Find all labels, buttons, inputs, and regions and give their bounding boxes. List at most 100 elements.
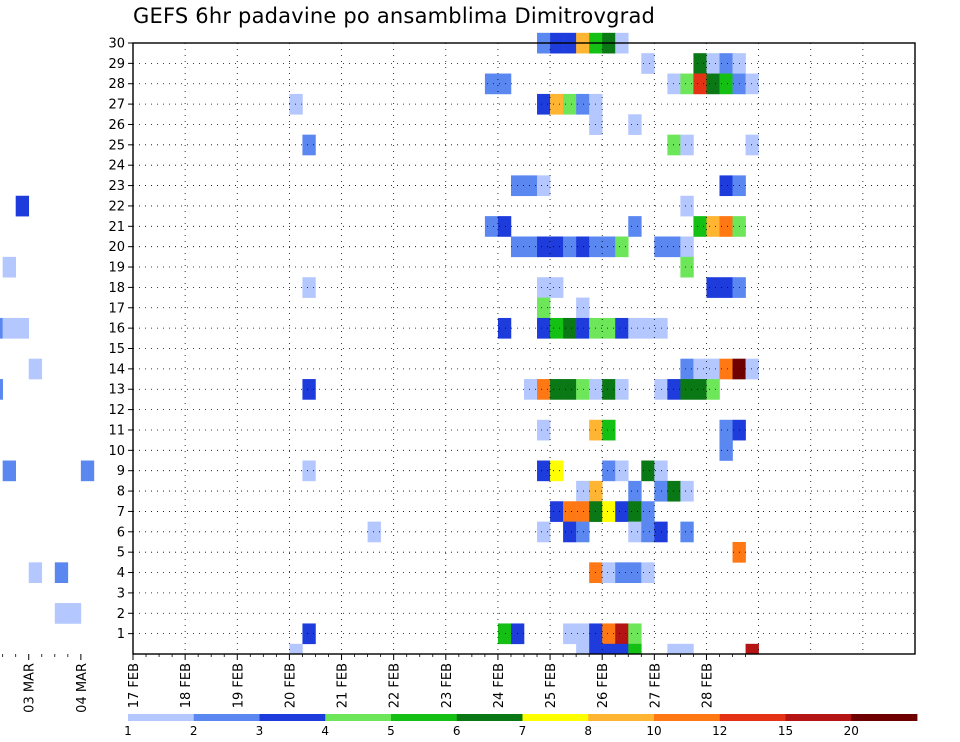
heatmap-cell bbox=[2, 317, 16, 339]
legend-swatch bbox=[654, 714, 721, 721]
y-tick-label: 10 bbox=[108, 444, 125, 459]
legend-layer: 1 2 3 4 5 6 7 8 10 12 15 20 bbox=[124, 714, 918, 738]
heatmap-cell bbox=[628, 623, 642, 645]
heatmap-cell bbox=[667, 643, 681, 655]
x-tick-label: 23 FEB bbox=[440, 663, 455, 708]
heatmap-cell bbox=[576, 93, 590, 115]
heatmap-cell bbox=[602, 643, 616, 655]
x-tick-label: 22 FEB bbox=[388, 663, 403, 708]
heatmap-cell bbox=[641, 460, 655, 482]
heatmap-cell bbox=[641, 501, 655, 522]
legend-swatch bbox=[522, 714, 589, 721]
heatmap-cell bbox=[641, 317, 655, 339]
y-tick-label: 22 bbox=[108, 199, 125, 214]
heatmap-cell bbox=[654, 460, 668, 482]
heatmap-cell bbox=[0, 379, 3, 400]
heatmap-cell bbox=[563, 379, 577, 400]
legend-swatch bbox=[259, 714, 326, 721]
legend-swatch bbox=[719, 714, 786, 721]
y-tick-label: 24 bbox=[108, 159, 125, 174]
heatmap-cell bbox=[524, 379, 538, 400]
heatmap-cell bbox=[615, 460, 629, 482]
heatmap-cell bbox=[576, 501, 590, 522]
legend-label: 15 bbox=[778, 724, 793, 738]
x-tick-label: 19 FEB bbox=[231, 663, 246, 708]
heatmap-cell bbox=[680, 480, 694, 502]
heatmap-cell bbox=[706, 53, 720, 74]
heatmap-cell bbox=[302, 134, 316, 156]
heatmap-cell bbox=[615, 379, 629, 400]
heatmap-cell bbox=[667, 134, 681, 156]
heatmap-cell bbox=[706, 73, 720, 95]
heatmap-cell bbox=[537, 236, 551, 258]
heatmap-cell bbox=[484, 73, 499, 95]
x-tick-label: 21 FEB bbox=[336, 663, 351, 708]
legend-swatch bbox=[785, 714, 852, 721]
heatmap-cell bbox=[745, 358, 759, 380]
heatmap-cell bbox=[537, 297, 551, 319]
y-tick-label: 7 bbox=[117, 505, 125, 520]
y-tick-label: 13 bbox=[108, 383, 125, 398]
y-tick-label: 6 bbox=[117, 525, 125, 540]
heatmap-cell bbox=[654, 317, 668, 339]
axes-layer: 1234567891011121314151617181920212223242… bbox=[2, 37, 916, 713]
heatmap-cell bbox=[550, 460, 564, 482]
heatmap-cell bbox=[602, 317, 616, 339]
heatmap-cell bbox=[302, 460, 316, 482]
legend-swatch bbox=[193, 714, 260, 721]
heatmap-cell bbox=[615, 317, 629, 339]
y-tick-label: 21 bbox=[108, 220, 125, 235]
heatmap-cell bbox=[537, 175, 551, 197]
heatmap-cell bbox=[537, 460, 551, 482]
heatmap-cell bbox=[628, 562, 642, 584]
y-tick-label: 9 bbox=[117, 464, 125, 479]
heatmap-cell bbox=[667, 236, 681, 258]
heatmap-cell bbox=[628, 216, 642, 237]
y-tick-label: 5 bbox=[117, 546, 125, 561]
x-tick-label: 03 MAR bbox=[23, 663, 38, 713]
heatmap-cell bbox=[537, 521, 551, 543]
heatmap-cell bbox=[654, 379, 668, 400]
heatmap-cell bbox=[602, 623, 616, 645]
heatmap-cell bbox=[680, 358, 694, 380]
heatmap-cell bbox=[680, 643, 694, 655]
heatmap-cell bbox=[641, 562, 655, 584]
heatmap-cell bbox=[576, 317, 590, 339]
heatmap-cell bbox=[550, 93, 564, 115]
heatmap-cell bbox=[576, 379, 590, 400]
heatmap-cell bbox=[563, 317, 577, 339]
heatmap-cell bbox=[602, 562, 616, 584]
heatmap-cell bbox=[602, 236, 616, 258]
x-tick-label: 04 MAR bbox=[75, 663, 90, 713]
heatmap-cell bbox=[576, 297, 590, 319]
heatmap-cell bbox=[302, 379, 316, 400]
x-tick-label: 28 FEB bbox=[700, 663, 715, 708]
y-tick-label: 17 bbox=[108, 301, 125, 316]
legend-label: 4 bbox=[321, 724, 329, 738]
legend-label: 20 bbox=[844, 724, 859, 738]
y-tick-label: 19 bbox=[108, 261, 125, 276]
chart-title: GEFS 6hr padavine po ansamblima Dimitrov… bbox=[133, 4, 656, 28]
heatmap-cell bbox=[602, 501, 616, 522]
heatmap-cell bbox=[302, 623, 316, 645]
heatmap-cell bbox=[54, 603, 69, 624]
y-tick-label: 23 bbox=[108, 179, 125, 194]
heatmap-cell bbox=[537, 93, 551, 115]
heatmap-cell bbox=[497, 216, 512, 237]
x-tick-label: 26 FEB bbox=[596, 663, 611, 708]
heatmap-cell bbox=[693, 53, 707, 74]
heatmap-cell bbox=[484, 216, 499, 237]
y-tick-label: 3 bbox=[117, 586, 125, 601]
heatmap-cell bbox=[615, 501, 629, 522]
legend-label: 6 bbox=[453, 724, 461, 738]
y-tick-label: 29 bbox=[108, 57, 125, 72]
heatmap-cell bbox=[641, 53, 655, 74]
heatmap-cell bbox=[654, 480, 668, 502]
y-tick-label: 20 bbox=[108, 240, 125, 255]
heatmap-cell bbox=[302, 277, 316, 298]
heatmap-cell bbox=[367, 521, 381, 543]
heatmap-cell bbox=[615, 643, 629, 655]
heatmap-cell bbox=[563, 623, 577, 645]
heatmap-cell bbox=[680, 134, 694, 156]
heatmap-cell bbox=[628, 643, 642, 655]
